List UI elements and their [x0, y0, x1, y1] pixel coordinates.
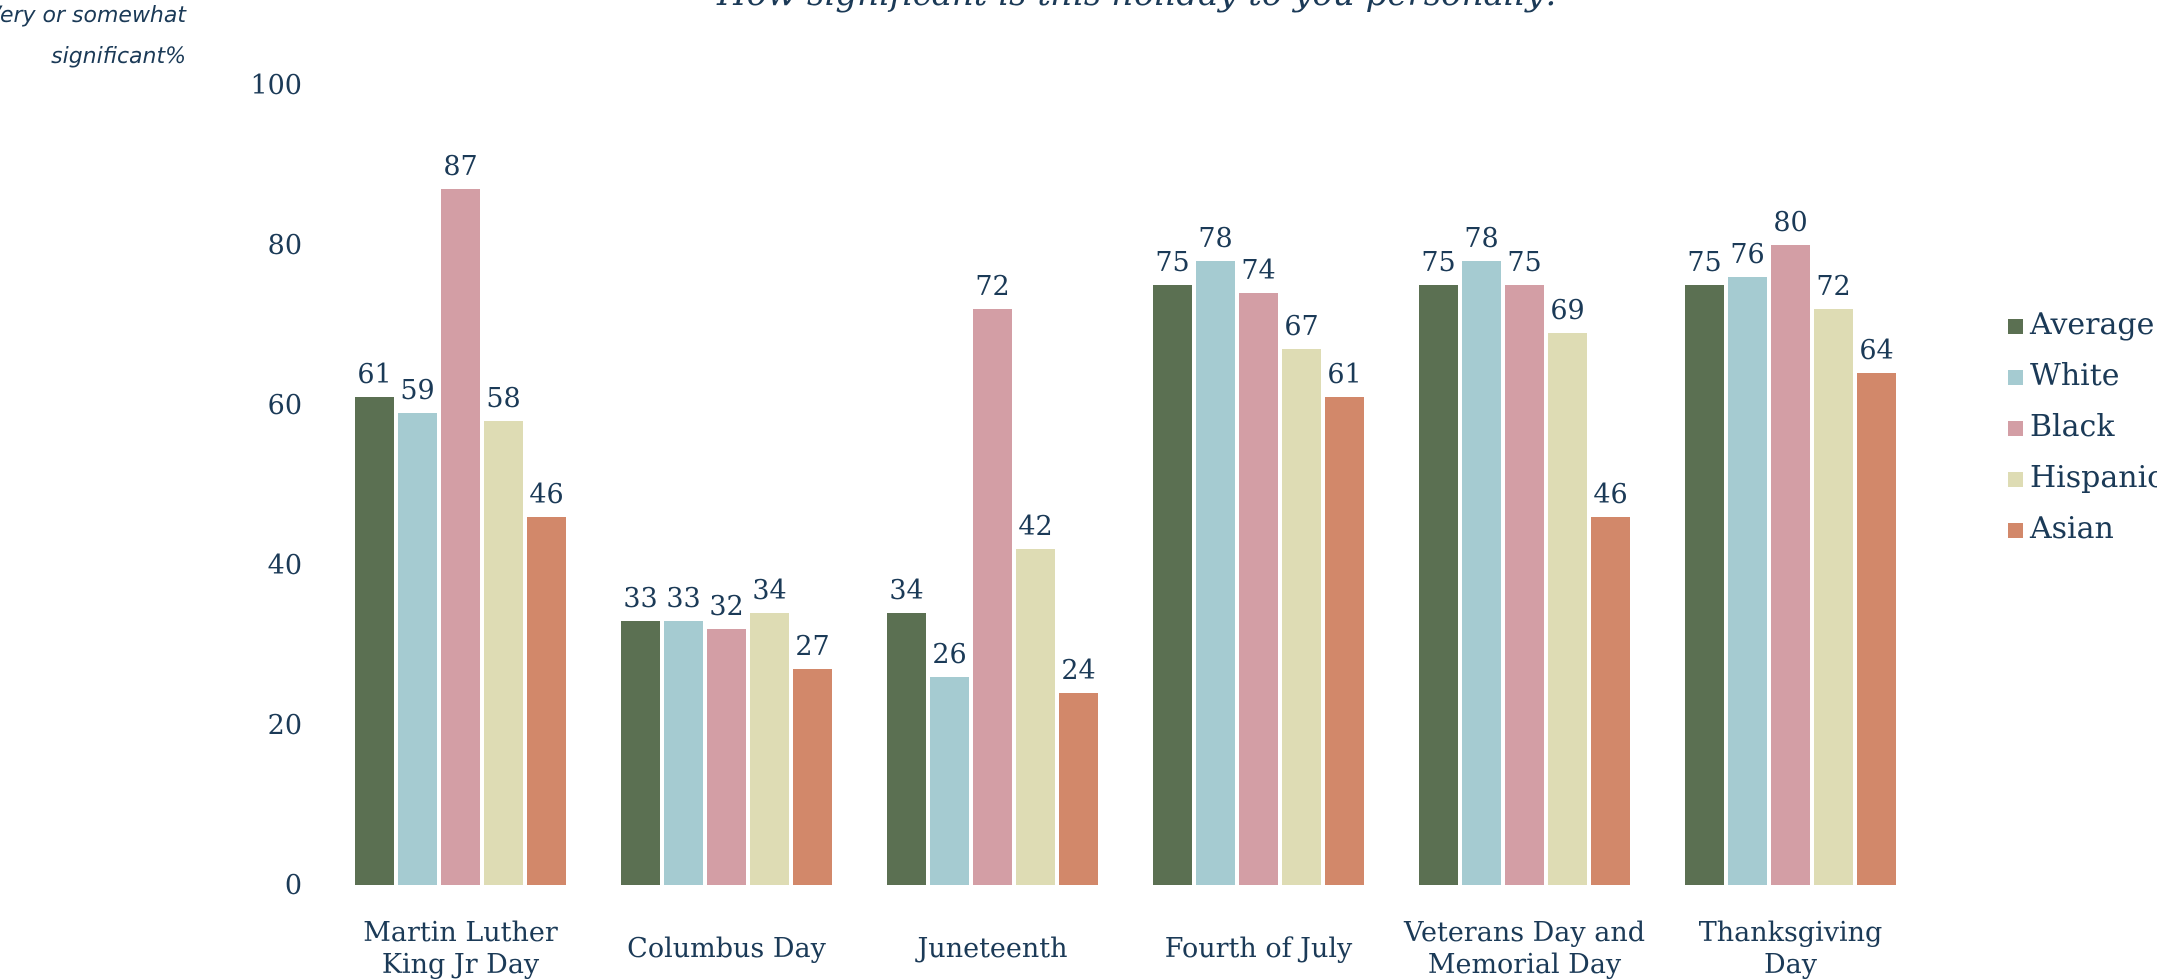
bar-value-label: 78 — [1198, 223, 1232, 254]
bar-value-label: 75 — [1687, 247, 1721, 278]
bar-value-label: 61 — [357, 359, 391, 390]
x-category-label: Fourth of July — [1165, 933, 1353, 964]
y-tick-label: 80 — [268, 230, 302, 261]
bar — [1153, 285, 1192, 885]
bars-group — [355, 189, 1896, 885]
bar — [1814, 309, 1853, 885]
bar-value-label: 64 — [1859, 335, 1893, 366]
bar — [484, 421, 523, 885]
bar-value-label: 46 — [529, 479, 563, 510]
bar — [930, 677, 969, 885]
bar — [1282, 349, 1321, 885]
x-category-label: Columbus Day — [627, 933, 826, 964]
y-tick-label: 20 — [268, 710, 302, 741]
bar — [1685, 285, 1724, 885]
bar-value-label: 76 — [1730, 239, 1764, 270]
bar — [1548, 333, 1587, 885]
legend-swatch — [2008, 421, 2023, 436]
legend-label: Black — [2030, 409, 2115, 444]
bar-value-label: 32 — [709, 591, 743, 622]
bar — [441, 189, 480, 885]
legend-swatch — [2008, 523, 2023, 538]
bar-value-label: 75 — [1507, 247, 1541, 278]
bar — [1857, 373, 1896, 885]
x-category-label: Martin Luther — [363, 917, 558, 948]
bar-value-label: 75 — [1155, 247, 1189, 278]
bar-value-label: 75 — [1421, 247, 1455, 278]
bar-value-label: 78 — [1464, 223, 1498, 254]
bar — [750, 613, 789, 885]
bar-value-label: 42 — [1018, 511, 1052, 542]
bar-value-label: 34 — [889, 575, 923, 606]
y-tick-label: 100 — [250, 70, 302, 101]
legend-swatch — [2008, 472, 2023, 487]
bar — [398, 413, 437, 885]
bar-value-label: 58 — [486, 383, 520, 414]
bar — [887, 613, 926, 885]
bar — [1419, 285, 1458, 885]
y-tick-label: 0 — [285, 870, 302, 901]
bar-value-label: 72 — [975, 271, 1009, 302]
bar-value-label: 26 — [932, 639, 966, 670]
y-axis-label-line-1: Very or somewhat — [0, 3, 187, 28]
y-tick-label: 40 — [268, 550, 302, 581]
legend-label: White — [2030, 358, 2120, 393]
legend: Average White Black Hispanic Asian — [2008, 307, 2157, 546]
legend-swatch — [2008, 370, 2023, 385]
chart-title: How significant is this holiday to you p… — [716, 0, 1564, 14]
bar-value-label: 33 — [623, 583, 657, 614]
y-axis-ticks: 0 20 40 60 80 100 — [250, 70, 302, 901]
bar — [1059, 693, 1098, 885]
bar — [1591, 517, 1630, 885]
legend-swatch — [2008, 319, 2023, 334]
bar-value-label: 61 — [1327, 359, 1361, 390]
bar — [664, 621, 703, 885]
bar — [621, 621, 660, 885]
x-category-label: Memorial Day — [1428, 949, 1622, 980]
data-labels-group: 61 59 87 58 46 33 33 32 34 27 34 26 72 42 24 75 78 74 67 61… — [357, 151, 1893, 686]
bar — [1239, 293, 1278, 885]
bar-value-label: 59 — [400, 375, 434, 406]
bar — [1325, 397, 1364, 885]
bar — [355, 397, 394, 885]
legend-label: Average — [2029, 307, 2154, 342]
bar — [1016, 549, 1055, 885]
legend-label: Asian — [2029, 511, 2114, 546]
bar-value-label: 46 — [1593, 479, 1627, 510]
x-category-label: Veterans Day and — [1403, 917, 1645, 948]
bar — [1771, 245, 1810, 885]
bar-value-label: 69 — [1550, 295, 1584, 326]
y-tick-label: 60 — [268, 390, 302, 421]
bar — [1728, 277, 1767, 885]
legend-label: Hispanic — [2030, 460, 2157, 495]
bar — [707, 629, 746, 885]
bar — [1505, 285, 1544, 885]
x-category-label: Juneteenth — [914, 933, 1067, 964]
bar-value-label: 27 — [795, 631, 829, 662]
x-category-label: Day — [1764, 949, 1818, 980]
bar-value-label: 24 — [1061, 655, 1095, 686]
bar-value-label: 74 — [1241, 255, 1275, 286]
bar — [1196, 261, 1235, 885]
x-category-label: King Jr Day — [382, 949, 540, 980]
bar — [527, 517, 566, 885]
y-axis-label-line-2: significant% — [51, 44, 186, 69]
bar-value-label: 33 — [666, 583, 700, 614]
bar-value-label: 34 — [752, 575, 786, 606]
bar — [793, 669, 832, 885]
bar-value-label: 87 — [443, 151, 477, 182]
bar-value-label: 67 — [1284, 311, 1318, 342]
bar — [1462, 261, 1501, 885]
bar — [973, 309, 1012, 885]
bar-value-label: 72 — [1816, 271, 1850, 302]
bar-value-label: 80 — [1773, 207, 1807, 238]
x-category-label: Thanksgiving — [1699, 917, 1883, 948]
